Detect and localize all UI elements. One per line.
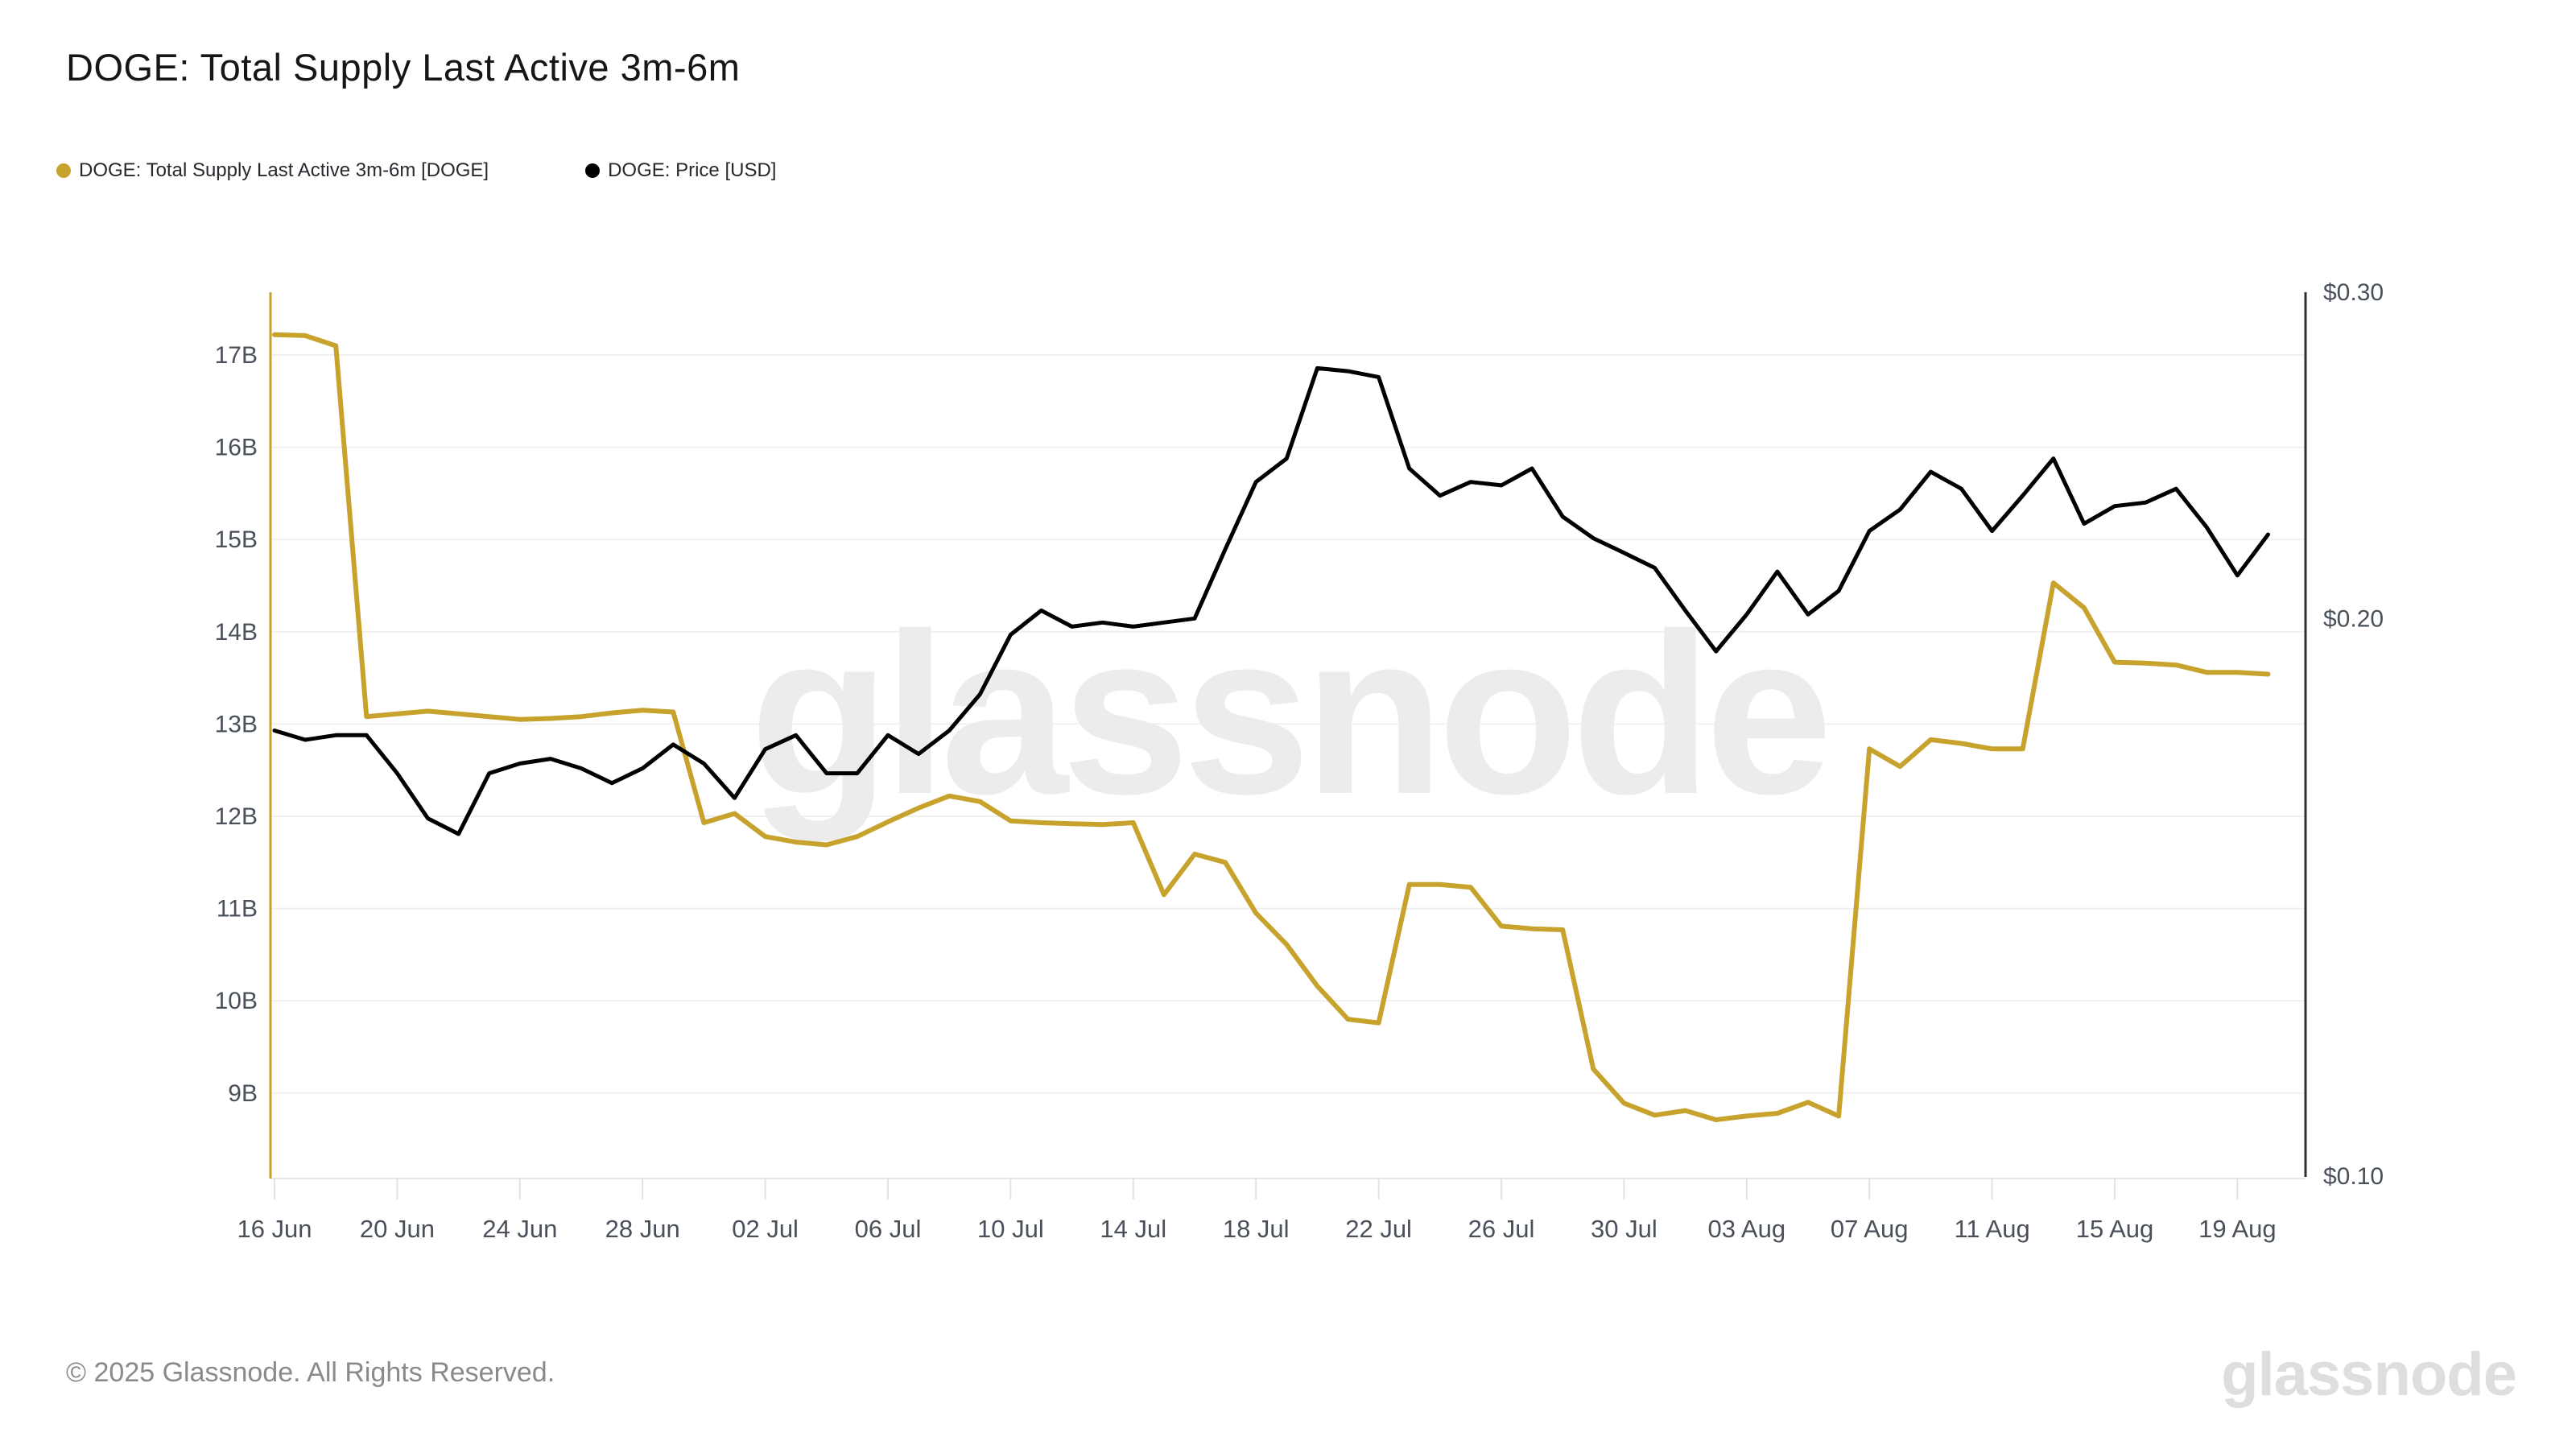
- x-axis-tick-label: 28 Jun: [605, 1215, 680, 1243]
- x-axis-tick-label: 02 Jul: [732, 1215, 799, 1243]
- x-axis-tick-label: 24 Jun: [482, 1215, 557, 1243]
- y-axis-right-tick-label: $0.20: [2323, 605, 2384, 632]
- legend-item-price[interactable]: DOGE: Price [USD]: [585, 159, 776, 182]
- x-axis-tick-label: 16 Jun: [237, 1215, 312, 1243]
- y-axis-left-tick-label: 14B: [215, 619, 258, 646]
- legend: DOGE: Total Supply Last Active 3m-6m [DO…: [56, 159, 776, 182]
- x-axis-tick-label: 06 Jul: [855, 1215, 922, 1243]
- y-axis-right-tick-label: $0.30: [2323, 279, 2384, 306]
- y-axis-left-tick-label: 13B: [215, 711, 258, 737]
- y-axis-left-tick-label: 16B: [215, 435, 258, 461]
- glassnode-logo: glassnode: [2221, 1340, 2517, 1409]
- y-axis-right-tick-label: $0.10: [2323, 1163, 2384, 1190]
- x-axis-tick-label: 22 Jul: [1345, 1215, 1412, 1243]
- x-axis-tick-label: 26 Jul: [1468, 1215, 1535, 1243]
- x-axis-tick-label: 10 Jul: [977, 1215, 1044, 1243]
- legend-label-supply: DOGE: Total Supply Last Active 3m-6m [DO…: [79, 159, 489, 181]
- x-axis-tick-label: 14 Jul: [1100, 1215, 1166, 1243]
- x-axis-tick-label: 07 Aug: [1831, 1215, 1909, 1243]
- x-axis-tick-label: 30 Jul: [1591, 1215, 1657, 1243]
- y-axis-left-tick-label: 11B: [217, 896, 258, 923]
- legend-item-supply[interactable]: DOGE: Total Supply Last Active 3m-6m [DO…: [56, 159, 489, 182]
- x-axis-tick-label: 20 Jun: [360, 1215, 435, 1243]
- x-axis-tick-label: 15 Aug: [2076, 1215, 2154, 1243]
- page-title: DOGE: Total Supply Last Active 3m-6m: [66, 46, 741, 89]
- y-axis-left-tick-label: 15B: [215, 526, 258, 553]
- y-axis-left-tick-label: 17B: [215, 342, 258, 369]
- legend-dot-supply-icon: [56, 163, 71, 178]
- y-axis-left-tick-label: 9B: [228, 1080, 258, 1107]
- x-axis-tick-label: 11 Aug: [1954, 1215, 2029, 1243]
- y-axis-left-tick-label: 10B: [215, 988, 258, 1014]
- x-axis-tick-label: 19 Aug: [2198, 1215, 2277, 1243]
- legend-label-price: DOGE: Price [USD]: [608, 159, 777, 181]
- x-axis-tick-label: 03 Aug: [1708, 1215, 1786, 1243]
- legend-dot-price-icon: [585, 163, 601, 178]
- supply-line-series: [272, 332, 2271, 1122]
- copyright-text: © 2025 Glassnode. All Rights Reserved.: [66, 1357, 555, 1388]
- x-axis-tick-label: 18 Jul: [1223, 1215, 1290, 1243]
- price-line-series: [272, 365, 2270, 836]
- watermark-text: glassnode: [749, 586, 1827, 843]
- y-axis-left-tick-label: 12B: [215, 803, 258, 830]
